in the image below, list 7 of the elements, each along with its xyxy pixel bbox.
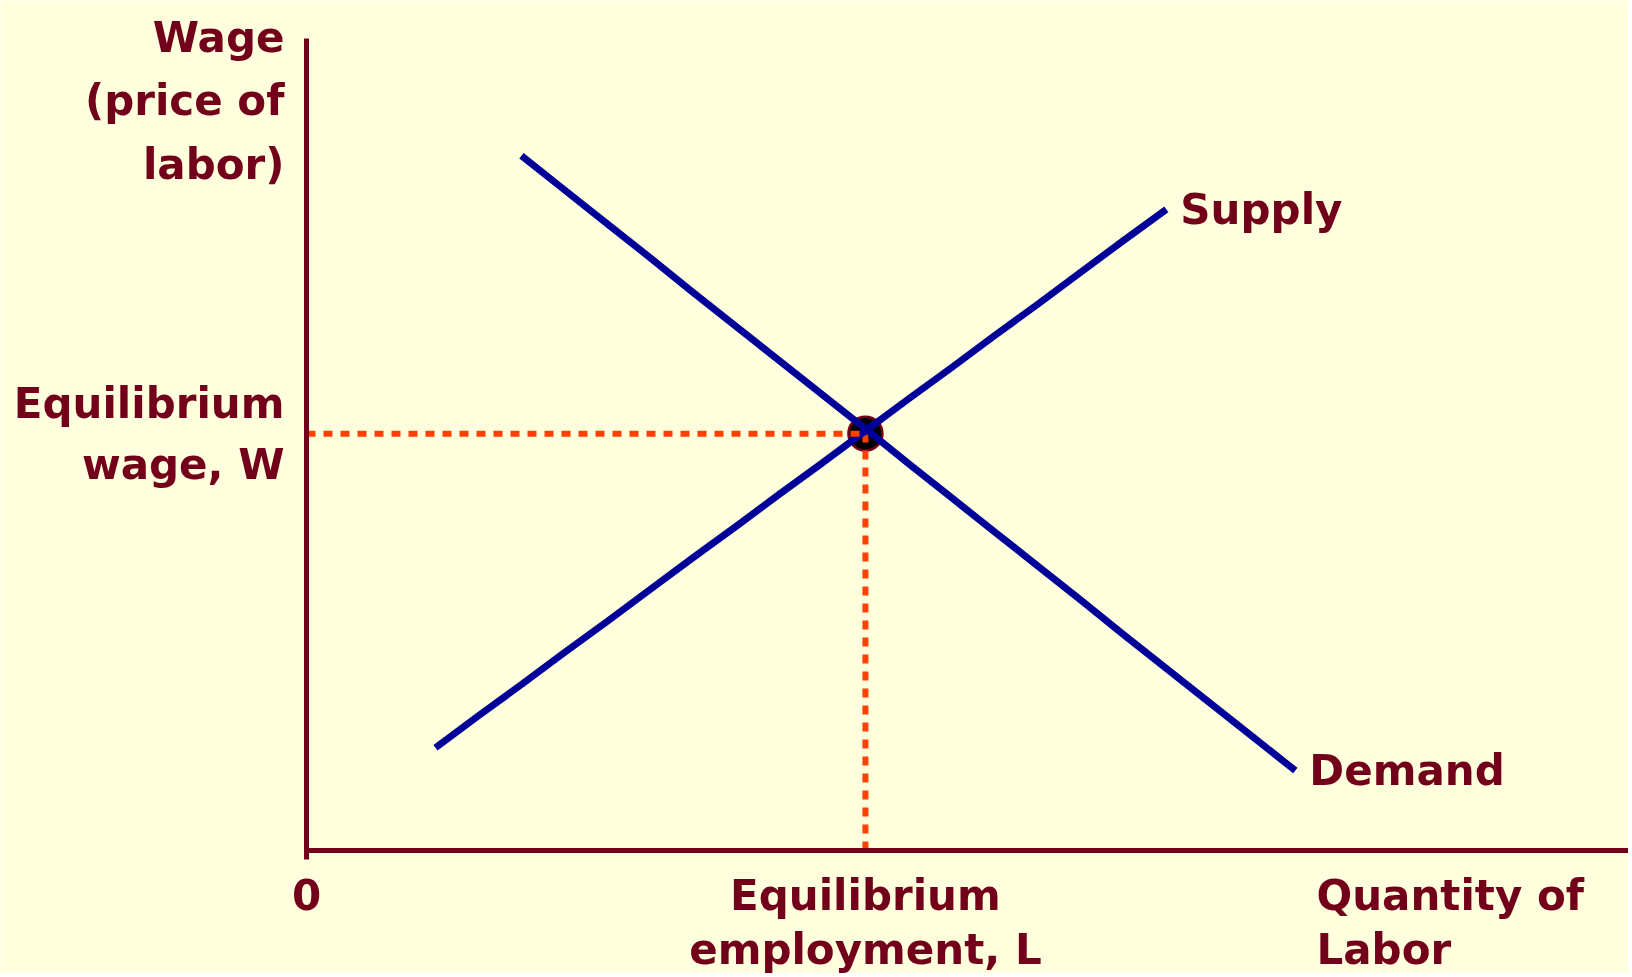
series-label: Supply xyxy=(1180,184,1343,234)
x-axis-title: Quantity of Labor xyxy=(1316,870,1585,975)
x-tick-label: Equilibrium employment, L xyxy=(689,870,1042,975)
y-axis-title: Wage (price of labor) xyxy=(85,12,286,189)
x-tick-label: 0 xyxy=(291,870,322,920)
ref-line-label: Equilibrium wage, W xyxy=(13,378,285,489)
series-label: Demand xyxy=(1309,746,1505,796)
